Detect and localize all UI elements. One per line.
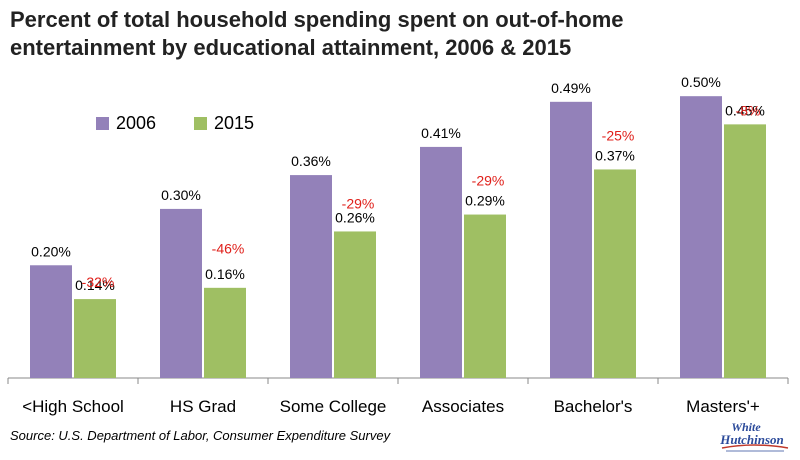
source-note: Source: U.S. Department of Labor, Consum… (10, 428, 391, 443)
legend-swatch-2006 (96, 117, 109, 130)
x-tick-label: Masters'+ (686, 397, 760, 416)
bar-2015 (594, 169, 636, 378)
data-label-2015: 0.26% (335, 209, 375, 225)
change-label: -29% (342, 195, 375, 211)
data-label-2006: 0.50% (681, 74, 721, 90)
bar-2006 (420, 146, 462, 378)
data-label-2006: 0.41% (421, 125, 461, 141)
data-label-2006: 0.20% (31, 243, 71, 259)
bar-2006 (160, 208, 202, 378)
data-label-2015: 0.37% (595, 147, 635, 163)
bar-2006 (30, 265, 72, 378)
data-label-2006: 0.30% (161, 187, 201, 203)
chart-title-line-2: entertainment by educational attainment,… (10, 35, 572, 60)
chart-title: Percent of total household spending spen… (10, 6, 730, 62)
logo-text-hutchinson: Hutchinson (719, 432, 784, 447)
change-label: -8% (736, 102, 761, 118)
bar-2015 (724, 124, 766, 378)
data-label-2006: 0.36% (291, 153, 331, 169)
legend-label-2006: 2006 (116, 113, 156, 133)
bar-2015 (74, 299, 116, 378)
bar-2015 (204, 287, 246, 378)
bar-2015 (334, 231, 376, 378)
logo-text-white: White (731, 420, 761, 434)
change-label: -29% (472, 173, 505, 189)
x-tick-label: HS Grad (170, 397, 236, 416)
bar-2006 (680, 96, 722, 378)
bar-2006 (290, 175, 332, 378)
legend-label-2015: 2015 (214, 113, 254, 133)
data-label-2015: 0.16% (205, 266, 245, 282)
bar-2006 (550, 101, 592, 379)
change-label: -25% (602, 128, 635, 144)
x-tick-label: Associates (422, 397, 504, 416)
x-tick-label: Some College (280, 397, 387, 416)
change-label: -32% (82, 274, 115, 290)
data-label-2015: 0.29% (465, 193, 505, 209)
chart-title-line-1: Percent of total household spending spen… (10, 7, 624, 32)
legend-swatch-2015 (194, 117, 207, 130)
change-label: -46% (212, 240, 245, 256)
data-label-2015: 0.14% (75, 277, 115, 293)
x-tick-label: Bachelor's (554, 397, 633, 416)
x-tick-label: <High School (22, 397, 124, 416)
data-label-2015: 0.45% (725, 102, 765, 118)
data-label-2006: 0.49% (551, 80, 591, 96)
bar-2015 (464, 214, 506, 378)
white-hutchinson-logo: White Hutchinson (719, 420, 789, 452)
